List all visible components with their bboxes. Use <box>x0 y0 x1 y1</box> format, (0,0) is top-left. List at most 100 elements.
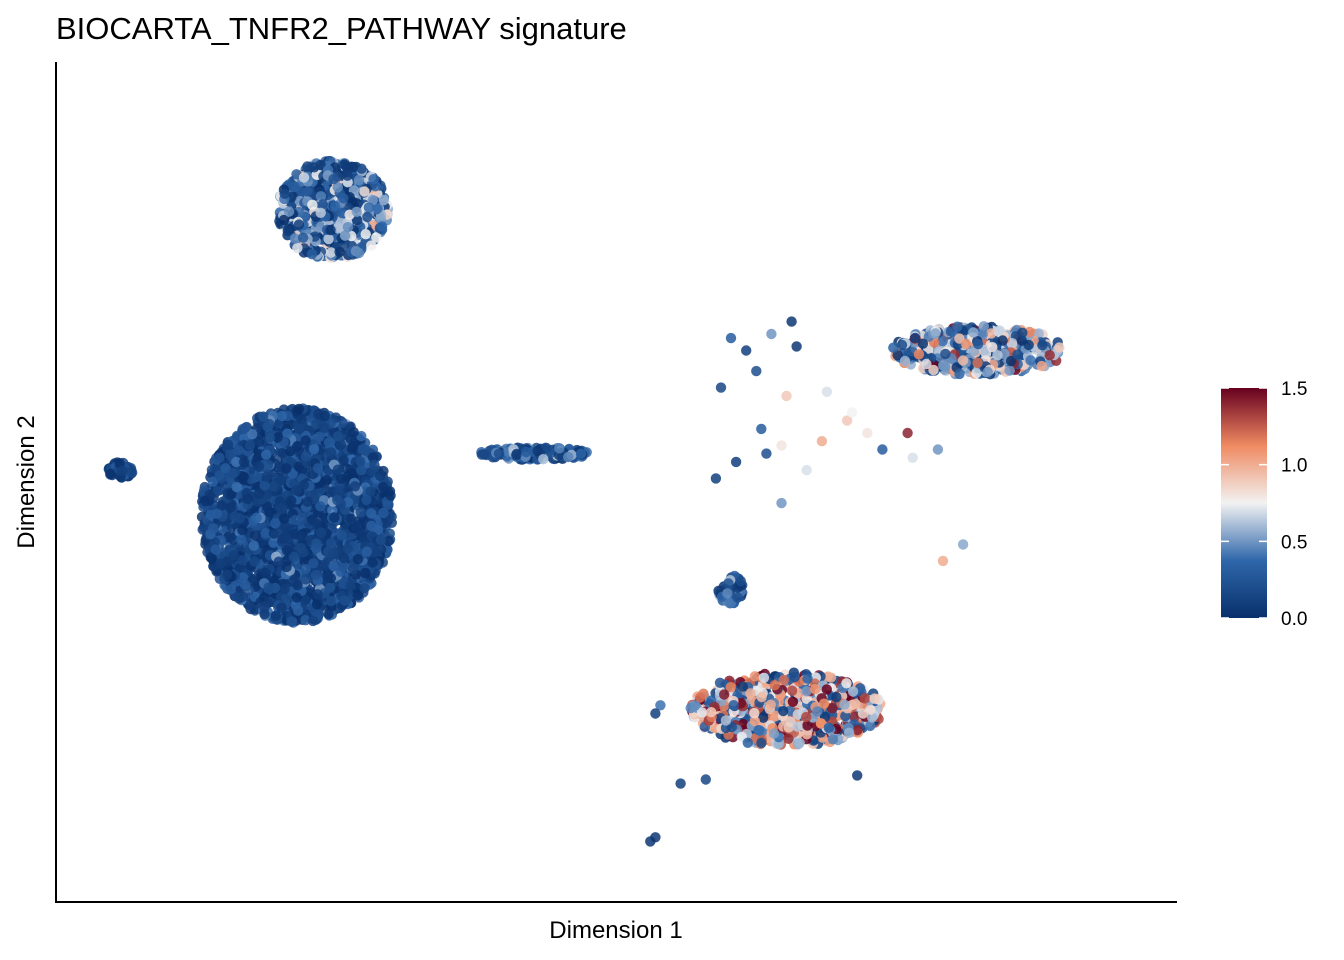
data-point <box>249 530 261 541</box>
data-point <box>847 686 859 697</box>
data-point <box>910 332 921 344</box>
data-point <box>249 556 260 567</box>
data-point <box>334 246 345 258</box>
data-point <box>294 423 305 435</box>
data-point <box>286 495 297 506</box>
data-point <box>290 514 301 526</box>
data-point <box>215 558 226 569</box>
data-point <box>228 534 239 546</box>
data-point <box>758 712 769 723</box>
data-point <box>283 206 295 217</box>
data-point <box>312 589 323 600</box>
data-point <box>720 715 732 726</box>
data-point <box>694 692 706 703</box>
data-point <box>300 451 311 462</box>
data-point <box>778 674 789 686</box>
data-point <box>723 578 734 589</box>
data-point <box>227 468 238 479</box>
data-point <box>338 455 349 466</box>
data-point <box>917 338 929 349</box>
data-point <box>921 358 932 370</box>
data-point <box>786 685 798 696</box>
data-point <box>715 382 727 393</box>
data-point <box>383 535 394 547</box>
data-point <box>125 466 136 478</box>
data-point <box>360 567 371 579</box>
data-point <box>347 161 359 173</box>
color-legend: 0.00.51.01.5 <box>1221 379 1307 630</box>
data-point <box>315 207 326 218</box>
data-point <box>342 170 353 181</box>
data-point <box>311 518 322 529</box>
data-point <box>801 711 812 723</box>
data-point <box>263 582 274 593</box>
data-point <box>735 575 746 587</box>
data-point <box>105 468 117 480</box>
data-point <box>821 684 832 695</box>
data-point <box>248 540 259 551</box>
data-point <box>756 737 767 749</box>
data-point <box>730 456 742 468</box>
x-axis-title: Dimension 1 <box>549 917 682 944</box>
colorbar-tick-label: 1.5 <box>1281 379 1307 400</box>
data-point <box>745 688 756 699</box>
data-point <box>356 465 367 476</box>
data-point <box>314 431 325 442</box>
data-point <box>300 435 311 446</box>
data-point <box>732 592 743 603</box>
data-point <box>300 574 311 585</box>
data-point <box>655 700 666 711</box>
data-point <box>650 708 661 719</box>
data-point <box>360 229 371 240</box>
data-point <box>932 444 944 455</box>
data-point <box>308 558 319 569</box>
data-point <box>960 338 972 350</box>
data-point <box>952 321 963 332</box>
data-point <box>372 203 383 214</box>
data-point <box>210 544 221 555</box>
data-point <box>801 464 812 476</box>
data-point <box>244 440 256 451</box>
data-point <box>281 463 292 474</box>
data-point <box>801 686 812 697</box>
data-point <box>207 476 219 487</box>
data-point <box>761 448 772 459</box>
data-point <box>300 563 311 575</box>
data-point <box>280 531 292 542</box>
data-point <box>276 410 288 422</box>
data-point <box>353 174 365 186</box>
data-point <box>325 224 336 236</box>
data-point <box>332 464 344 475</box>
data-point <box>316 527 327 538</box>
data-point <box>862 427 873 439</box>
data-point <box>300 594 311 606</box>
data-point <box>913 349 925 360</box>
data-point <box>323 437 335 448</box>
data-point <box>261 471 272 482</box>
data-point <box>1016 335 1028 346</box>
data-point <box>260 567 271 578</box>
data-point <box>293 219 305 230</box>
data-point <box>902 427 913 439</box>
data-point <box>367 557 378 568</box>
data-point <box>968 327 979 338</box>
data-point <box>815 718 827 729</box>
data-point <box>366 508 377 519</box>
data-point <box>312 463 324 474</box>
data-point <box>810 684 821 695</box>
data-point <box>978 321 989 332</box>
data-point <box>690 700 701 711</box>
data-point <box>899 355 911 367</box>
data-point <box>520 446 532 458</box>
data-point <box>238 457 250 468</box>
data-point <box>355 456 366 467</box>
data-point <box>722 588 733 599</box>
colorbar-tick-label: 0.0 <box>1281 609 1307 630</box>
data-point <box>244 599 255 610</box>
data-point <box>818 698 830 709</box>
data-point <box>207 554 218 565</box>
data-point <box>1005 355 1017 367</box>
data-point <box>378 194 390 206</box>
data-point <box>276 503 287 514</box>
